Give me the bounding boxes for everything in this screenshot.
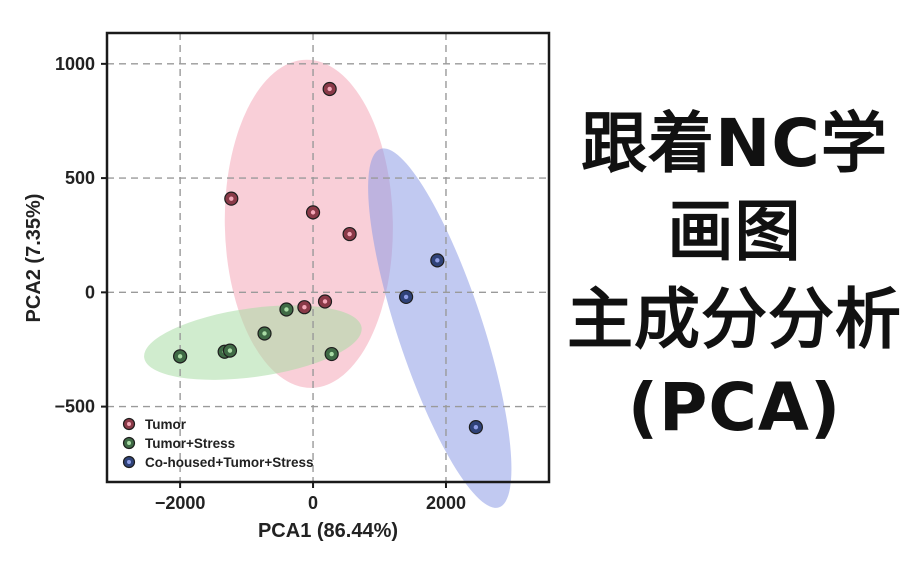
point-core-s0-1 [229, 196, 234, 201]
headline: 跟着NC学 画图 主成分分析 (PCA) [548, 100, 921, 452]
point-core-s0-5 [322, 299, 328, 304]
legend: Tumor Tumor+Stress Co-housed+Tumor+Stress [122, 417, 314, 470]
grid-lines [107, 33, 549, 482]
headline-line-1: 跟着NC学 [581, 105, 888, 182]
legend-label-1: Tumor+Stress [145, 436, 235, 451]
point-core-s0-0 [327, 86, 332, 92]
point-core-s1-3 [262, 331, 267, 336]
point-core-s1-0 [177, 354, 183, 359]
legend-marker-core-0 [127, 422, 131, 426]
point-core-s0-3 [347, 231, 352, 237]
y-tick-label-2: 500 [65, 168, 95, 188]
point-core-s2-1 [403, 294, 409, 300]
axis-ticks: −2000 0 2000 −500 0 500 1000 [54, 54, 466, 513]
ellipse-0 [224, 59, 393, 388]
data-points [173, 81, 483, 435]
x-tick-label-0: −2000 [155, 493, 206, 513]
point-core-s2-0 [435, 258, 440, 263]
ellipse-1 [144, 305, 362, 380]
group-ellipses [144, 59, 512, 508]
x-tick-label-1: 0 [308, 493, 318, 513]
plot-frame [105, 31, 551, 484]
legend-label-2: Co-housed+Tumor+Stress [145, 455, 314, 470]
y-axis-label: PCA2 (7.35%) [23, 194, 45, 323]
x-tick-label-2: 2000 [426, 493, 466, 513]
headline-line-2: 画图 [667, 193, 802, 270]
legend-label-0: Tumor [145, 417, 187, 432]
headline-line-3: 主成分分析 [567, 281, 902, 358]
point-core-s0-2 [310, 210, 316, 215]
legend-marker-core-1 [127, 441, 131, 445]
point-core-s1-5 [329, 351, 334, 357]
x-axis-label: PCA1 (86.44%) [258, 520, 398, 542]
legend-marker-core-2 [127, 460, 131, 464]
point-core-s0-4 [302, 304, 307, 310]
point-core-s1-2 [227, 348, 233, 353]
y-tick-label-3: 1000 [55, 54, 95, 74]
y-tick-label-1: 0 [85, 282, 95, 302]
y-tick-label-0: −500 [54, 397, 95, 417]
point-core-s1-4 [284, 307, 289, 312]
headline-line-4: (PCA) [627, 369, 842, 446]
ellipse-2 [368, 148, 512, 508]
point-core-s2-2 [473, 424, 479, 430]
